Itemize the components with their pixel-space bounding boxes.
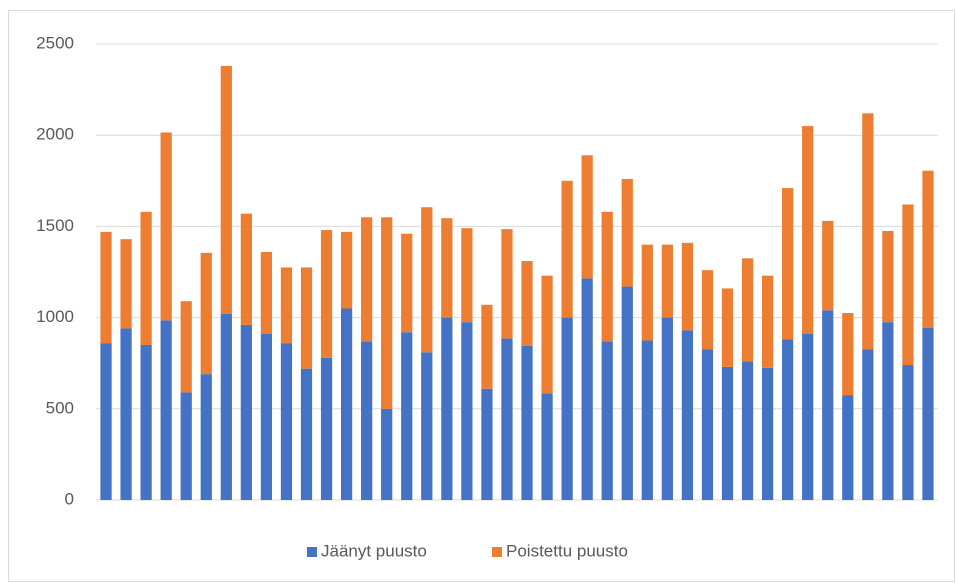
bar-segment	[701, 270, 714, 350]
bar-segment	[541, 275, 553, 394]
bar-segment	[581, 278, 593, 500]
bar-segment	[902, 204, 914, 366]
bar-segment	[381, 408, 393, 500]
bar-segment	[741, 361, 754, 500]
bar-segment	[521, 345, 533, 500]
bar-segment	[361, 217, 373, 342]
bar-segment	[220, 313, 232, 500]
bar-segment	[641, 340, 653, 500]
bar-segment	[120, 328, 132, 500]
y-tick-label: 500	[46, 398, 74, 417]
bar-segment	[481, 304, 493, 389]
bar-segment	[802, 126, 814, 335]
bar-segment	[601, 211, 613, 342]
bar-segment	[320, 230, 333, 358]
legend-swatch	[492, 547, 502, 557]
bar-segment	[461, 228, 473, 323]
bar-segment	[180, 392, 192, 500]
y-tick-label: 0	[65, 489, 74, 508]
bar-segment	[340, 231, 353, 309]
bar-segment	[641, 244, 653, 341]
bar-segment	[140, 344, 152, 500]
bar-segment	[842, 313, 854, 396]
bar-segment	[441, 317, 453, 500]
bar-segment	[441, 218, 453, 318]
bar-segment	[521, 261, 533, 346]
bar-segment	[761, 275, 774, 368]
bar-segment	[260, 251, 273, 335]
y-tick-label: 1500	[36, 216, 74, 235]
bar-segment	[300, 368, 313, 500]
bar-segment	[100, 231, 112, 344]
bar-segment	[320, 357, 333, 500]
bar-segment	[100, 343, 112, 500]
y-tick-label: 2000	[36, 125, 74, 144]
bar-segment	[741, 258, 754, 362]
bar-segment	[160, 320, 172, 500]
bar-segment	[721, 366, 734, 500]
y-tick-label: 1000	[36, 307, 74, 326]
bar-segment	[761, 367, 774, 500]
bar-segment	[882, 322, 894, 500]
bar-segment	[902, 365, 914, 500]
bar-segment	[661, 317, 673, 500]
bar-segment	[661, 244, 673, 318]
bar-segment	[882, 230, 894, 323]
bar-segment	[802, 334, 814, 500]
bar-segment	[782, 339, 794, 500]
bar-segment	[681, 242, 694, 331]
bar-segment	[922, 170, 934, 328]
bar-segment	[240, 324, 252, 500]
bar-segment	[561, 180, 573, 318]
legend-swatch	[307, 547, 317, 557]
bar-segment	[621, 286, 633, 500]
bar-segment	[280, 267, 293, 344]
bar-segment	[601, 341, 613, 500]
bar-segment	[782, 188, 794, 340]
bar-segment	[862, 349, 874, 500]
bar-segment	[200, 252, 212, 375]
bar-segment	[481, 388, 493, 500]
legend-label: Poistettu puusto	[506, 541, 628, 560]
bar-segment	[822, 310, 834, 500]
bar-segment	[300, 267, 313, 369]
bar-segment	[922, 327, 934, 500]
bar-segment	[160, 132, 172, 321]
bar-segment	[822, 220, 834, 311]
bar-segment	[240, 213, 252, 325]
bar-segment	[842, 395, 854, 500]
bar-segment	[381, 217, 393, 409]
bar-segment	[621, 178, 633, 287]
bar-segment	[541, 393, 553, 500]
bar-segment	[681, 330, 694, 500]
bar-segment	[862, 113, 874, 350]
bar-segment	[721, 288, 734, 367]
bar-segment	[581, 155, 593, 279]
bar-segment	[421, 352, 433, 500]
bar-segment	[220, 65, 232, 314]
bar-segment	[361, 341, 373, 500]
bar-segment	[260, 334, 273, 500]
bar-segment	[421, 207, 433, 353]
bar-segment	[501, 229, 513, 339]
bar-segment	[200, 374, 212, 500]
bar-segment	[561, 317, 573, 500]
bar-segment	[401, 332, 413, 500]
legend-label: Jäänyt puusto	[321, 541, 427, 560]
bar-segment	[701, 349, 714, 500]
bar-segment	[120, 239, 132, 329]
bar-segment	[340, 308, 353, 500]
bar-segment	[461, 322, 473, 500]
bar-segment	[280, 343, 293, 500]
bar-segment	[180, 301, 192, 393]
y-tick-label: 2500	[36, 33, 74, 52]
bar-segment	[501, 338, 513, 500]
bar-segment	[401, 233, 413, 333]
bar-segment	[140, 211, 152, 345]
